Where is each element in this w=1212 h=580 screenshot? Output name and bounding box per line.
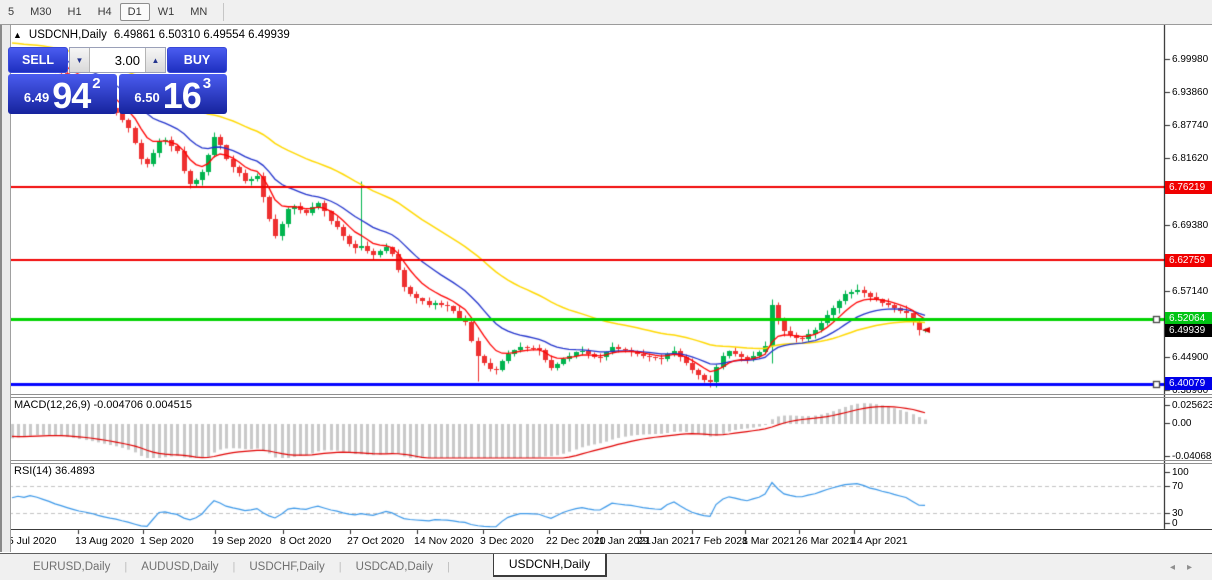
main-macd-separator[interactable] (0, 394, 1212, 395)
price-axis-tick: 6.81620 (1172, 153, 1209, 165)
price-tag-6.76219: 6.76219 (1165, 180, 1212, 194)
tab-separator: | (338, 561, 342, 573)
tab-usdcad[interactable]: USDCAD,Daily (355, 561, 433, 573)
one-click-trading-panel: SELL ▼ 3.00 ▲ BUY 6.49 94 2 6.50 16 3 (8, 47, 227, 114)
date-axis-label: 8 Oct 2020 (280, 535, 332, 547)
buy-button[interactable]: BUY (167, 47, 227, 73)
tab-separator: | (232, 561, 236, 573)
timeframe-toolbar: 5 M30 H1 H4 D1 W1 MN (0, 0, 1212, 25)
buy-price-big: 16 (162, 75, 202, 116)
price-tag-6.49939: 6.49939 (1165, 323, 1212, 337)
tab-scroll-left-icon[interactable]: ◂ (1169, 562, 1187, 573)
collapse-panel-icon[interactable]: ▲ (13, 29, 22, 40)
window-left-border (0, 24, 11, 552)
date-axis-label: 17 Feb 2021 (689, 535, 748, 547)
rsi-indicator-label: RSI(14) 36.4893 (14, 465, 95, 477)
price-axis-tick: 6.69380 (1172, 219, 1209, 231)
tab-eurusd[interactable]: EURUSD,Daily (33, 561, 111, 573)
toolbar-divider (223, 3, 225, 21)
macd-axis-tick: 0.00 (1172, 418, 1192, 429)
chart-symbol-period: USDCNH,Daily (28, 29, 107, 41)
chart-ohlc-values: 6.49861 6.50310 6.49554 6.49939 (113, 29, 290, 41)
date-axis-label: 22 Dec 2020 (546, 535, 606, 547)
timeframe-button-MN[interactable]: MN (190, 6, 208, 18)
macd-rsi-separator-2 (0, 463, 1212, 464)
tab-separator: | (124, 561, 128, 573)
tab-separator: | (446, 561, 450, 573)
timeframe-button-5[interactable]: 5 (8, 6, 15, 18)
date-axis-label: 8 Mar 2021 (742, 535, 796, 547)
chart-tab-bar: ◂▸ EURUSD,Daily | AUDUSD,Daily | USDCHF,Dail… (0, 553, 1212, 580)
tab-usdchf[interactable]: USDCHF,Daily (249, 561, 325, 573)
date-axis-label: 13 Aug 2020 (75, 535, 134, 547)
date-axis-label: 14 Apr 2021 (851, 535, 908, 547)
price-axis-tick: 6.87740 (1172, 119, 1209, 131)
tab-audusd[interactable]: AUDUSD,Daily (141, 561, 219, 573)
timeframe-button-M30[interactable]: M30 (30, 6, 52, 18)
buy-price-sup: 3 (202, 75, 212, 92)
date-axis-label: 3 Dec 2020 (480, 535, 534, 547)
macd-indicator-label: MACD(12,26,9) -0.004706 0.004515 (14, 399, 192, 411)
date-axis-label: 29 Jan 2021 (637, 535, 695, 547)
timeframe-button-H1[interactable]: H1 (67, 6, 82, 18)
chevron-down-icon: ▼ (75, 55, 84, 65)
sell-price-sup: 2 (92, 75, 101, 92)
timeframe-button-H4[interactable]: H4 (97, 6, 112, 18)
price-tag-6.40079: 6.40079 (1165, 377, 1212, 390)
date-axis-label: 25 Jul 2020 (2, 535, 57, 547)
volume-input[interactable]: 3.00 (114, 52, 140, 68)
tab-scroll-right-icon[interactable]: ▸ (1186, 562, 1204, 573)
sell-price-big: 94 (52, 75, 91, 116)
date-axis-label: 1 Sep 2020 (140, 535, 194, 547)
date-axis-label: 14 Nov 2020 (414, 535, 474, 547)
date-axis-label: 19 Sep 2020 (212, 535, 272, 547)
price-tag-6.62759: 6.62759 (1165, 253, 1212, 267)
buy-price-base: 6.50 (134, 90, 160, 105)
buy-price-panel[interactable]: 6.50 16 3 (118, 74, 227, 116)
volume-spinner: ▼ 3.00 ▲ (69, 47, 166, 73)
main-macd-separator-2 (0, 397, 1212, 398)
timeframe-button-W1[interactable]: W1 (157, 6, 175, 18)
rsi-axis-tick: 100 (1172, 467, 1189, 478)
sell-price-base: 6.49 (23, 90, 50, 105)
date-axis-label: 11 Jan 2021 (594, 535, 652, 547)
volume-increase-button[interactable]: ▲ (145, 48, 165, 72)
date-axis-label: 27 Oct 2020 (347, 535, 405, 547)
plot-bottom-border (0, 529, 1212, 530)
sell-price-panel[interactable]: 6.49 94 2 (8, 74, 117, 114)
volume-decrease-button[interactable]: ▼ (70, 48, 90, 72)
macd-rsi-separator[interactable] (0, 460, 1212, 461)
price-axis-tick: 6.93860 (1172, 86, 1209, 98)
timeframe-button-D1[interactable]: D1 (119, 3, 150, 21)
macd-axis-tick: -0.040687 (1172, 451, 1212, 462)
chevron-up-icon: ▲ (151, 55, 160, 65)
rsi-axis-tick: 70 (1172, 481, 1184, 492)
tab-usdcnh[interactable]: USDCNH,Daily (492, 554, 608, 577)
rsi-axis-tick: 30 (1172, 508, 1184, 519)
price-axis-tick: 6.38960 (1172, 384, 1209, 396)
price-axis-tick: 6.99980 (1172, 53, 1209, 65)
sell-button[interactable]: SELL (8, 47, 68, 73)
price-axis-tick: 6.57140 (1172, 285, 1209, 297)
price-tag-6.52064: 6.52064 (1165, 312, 1212, 325)
macd-axis-tick: 0.025623 (1172, 400, 1212, 411)
price-axis-tick: 6.44900 (1172, 352, 1209, 364)
chart-title: ▲ USDCNH,Daily 6.49861 6.50310 6.49554 6… (13, 29, 290, 41)
date-axis-label: 26 Mar 2021 (796, 535, 855, 547)
rsi-axis-tick: 0 (1172, 518, 1178, 529)
tab-scroll-arrows: ◂▸ (1170, 562, 1204, 573)
